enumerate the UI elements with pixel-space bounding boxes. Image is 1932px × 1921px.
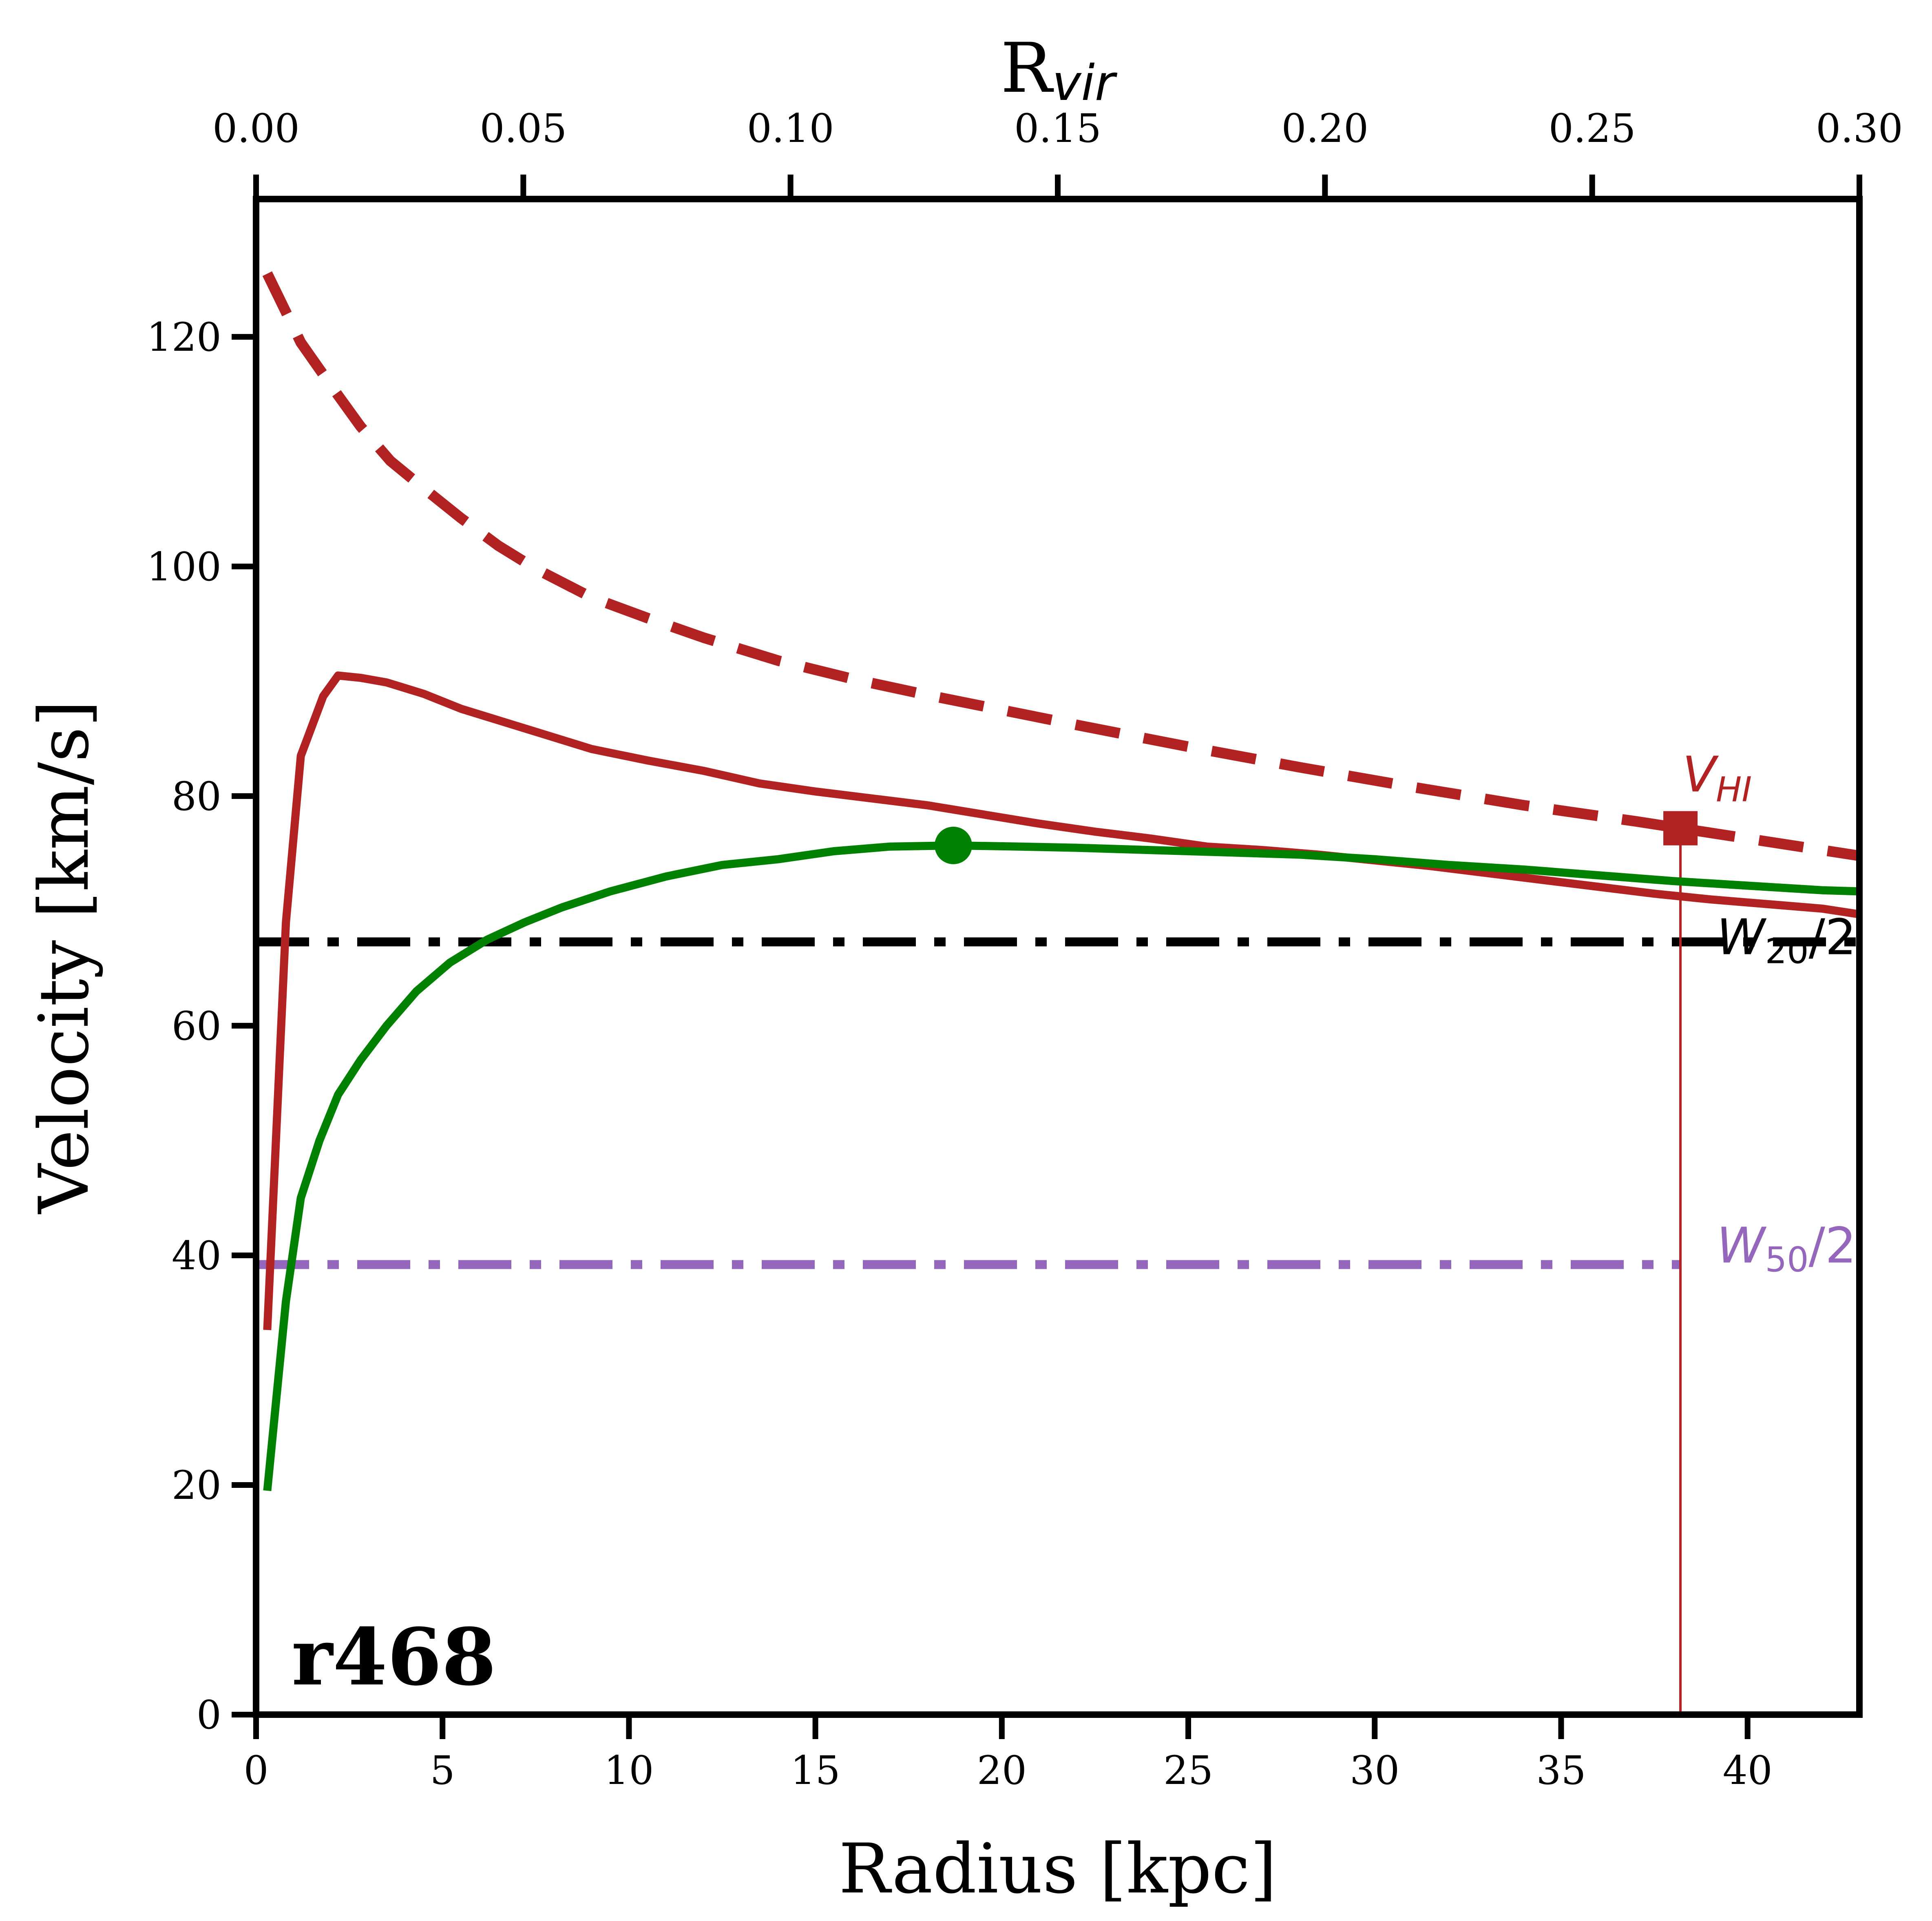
y-tick-label: 0 (197, 1692, 221, 1738)
y-axis-label: Velocity [km/s] (24, 700, 104, 1215)
x-tick-label: 40 (1723, 1748, 1773, 1793)
w50-label-sub: 50 (1765, 1239, 1809, 1279)
y-tick-label: 40 (172, 1233, 221, 1279)
dashed-red-curve (262, 271, 1860, 861)
top-x-tick-label: 0.05 (480, 106, 567, 151)
x-tick-label: 15 (791, 1748, 840, 1793)
y-tick-label: 80 (172, 774, 221, 819)
series-layer (256, 271, 1860, 1715)
x-tick-label: 5 (430, 1748, 455, 1793)
top-x-axis-label-sub: vir (1052, 55, 1117, 112)
x-tick-label: 35 (1536, 1748, 1586, 1793)
w50-label-tail: /2 (1809, 1217, 1857, 1274)
x-axis-label: Radius [kpc] (839, 1829, 1277, 1909)
plot-frame (253, 196, 1863, 1718)
w50-label-main: W (1717, 1217, 1767, 1274)
w20-label: W20/2 (1717, 909, 1856, 971)
vhi-label-sub: HI (1716, 770, 1752, 810)
w20-label-sub: 20 (1765, 931, 1809, 971)
panel-label: r468 (292, 1611, 496, 1703)
ticks-layer: 0 5 10 15 20 25 30 35 40 0 20 40 60 80 100 120 0.00 0.05 0… (147, 106, 1903, 1793)
y-tick-label: 100 (147, 544, 221, 590)
vhi-label-main: V (1682, 747, 1719, 803)
vhi-label: VHI (1682, 747, 1752, 810)
green-curve (263, 841, 1860, 1491)
solid-red-curve (263, 671, 1860, 1330)
y-tick-label: 60 (172, 1003, 221, 1049)
y-tick-label: 20 (172, 1463, 221, 1508)
w50-label: W50/2 (1717, 1217, 1856, 1279)
y-tick-label: 120 (147, 314, 221, 360)
top-x-tick-label: 0.00 (212, 106, 300, 151)
w20-label-main: W (1717, 909, 1767, 966)
x-tick-label: 30 (1350, 1748, 1399, 1793)
top-x-axis-label: Rvir (1001, 28, 1118, 112)
x-tick-label: 0 (243, 1748, 268, 1793)
top-x-axis-label-main: R (1001, 28, 1054, 108)
vmax-marker (934, 826, 972, 864)
x-tick-label: 10 (604, 1748, 654, 1793)
top-x-tick-label: 0.15 (1014, 106, 1101, 151)
x-tick-label: 25 (1163, 1748, 1213, 1793)
vhi-marker (1663, 811, 1698, 845)
top-x-tick-label: 0.30 (1816, 106, 1903, 151)
top-x-tick-label: 0.20 (1281, 106, 1368, 151)
x-tick-label: 20 (977, 1748, 1027, 1793)
top-x-tick-label: 0.25 (1549, 106, 1636, 151)
top-x-tick-label: 0.10 (747, 106, 834, 151)
w20-label-tail: /2 (1809, 909, 1857, 966)
